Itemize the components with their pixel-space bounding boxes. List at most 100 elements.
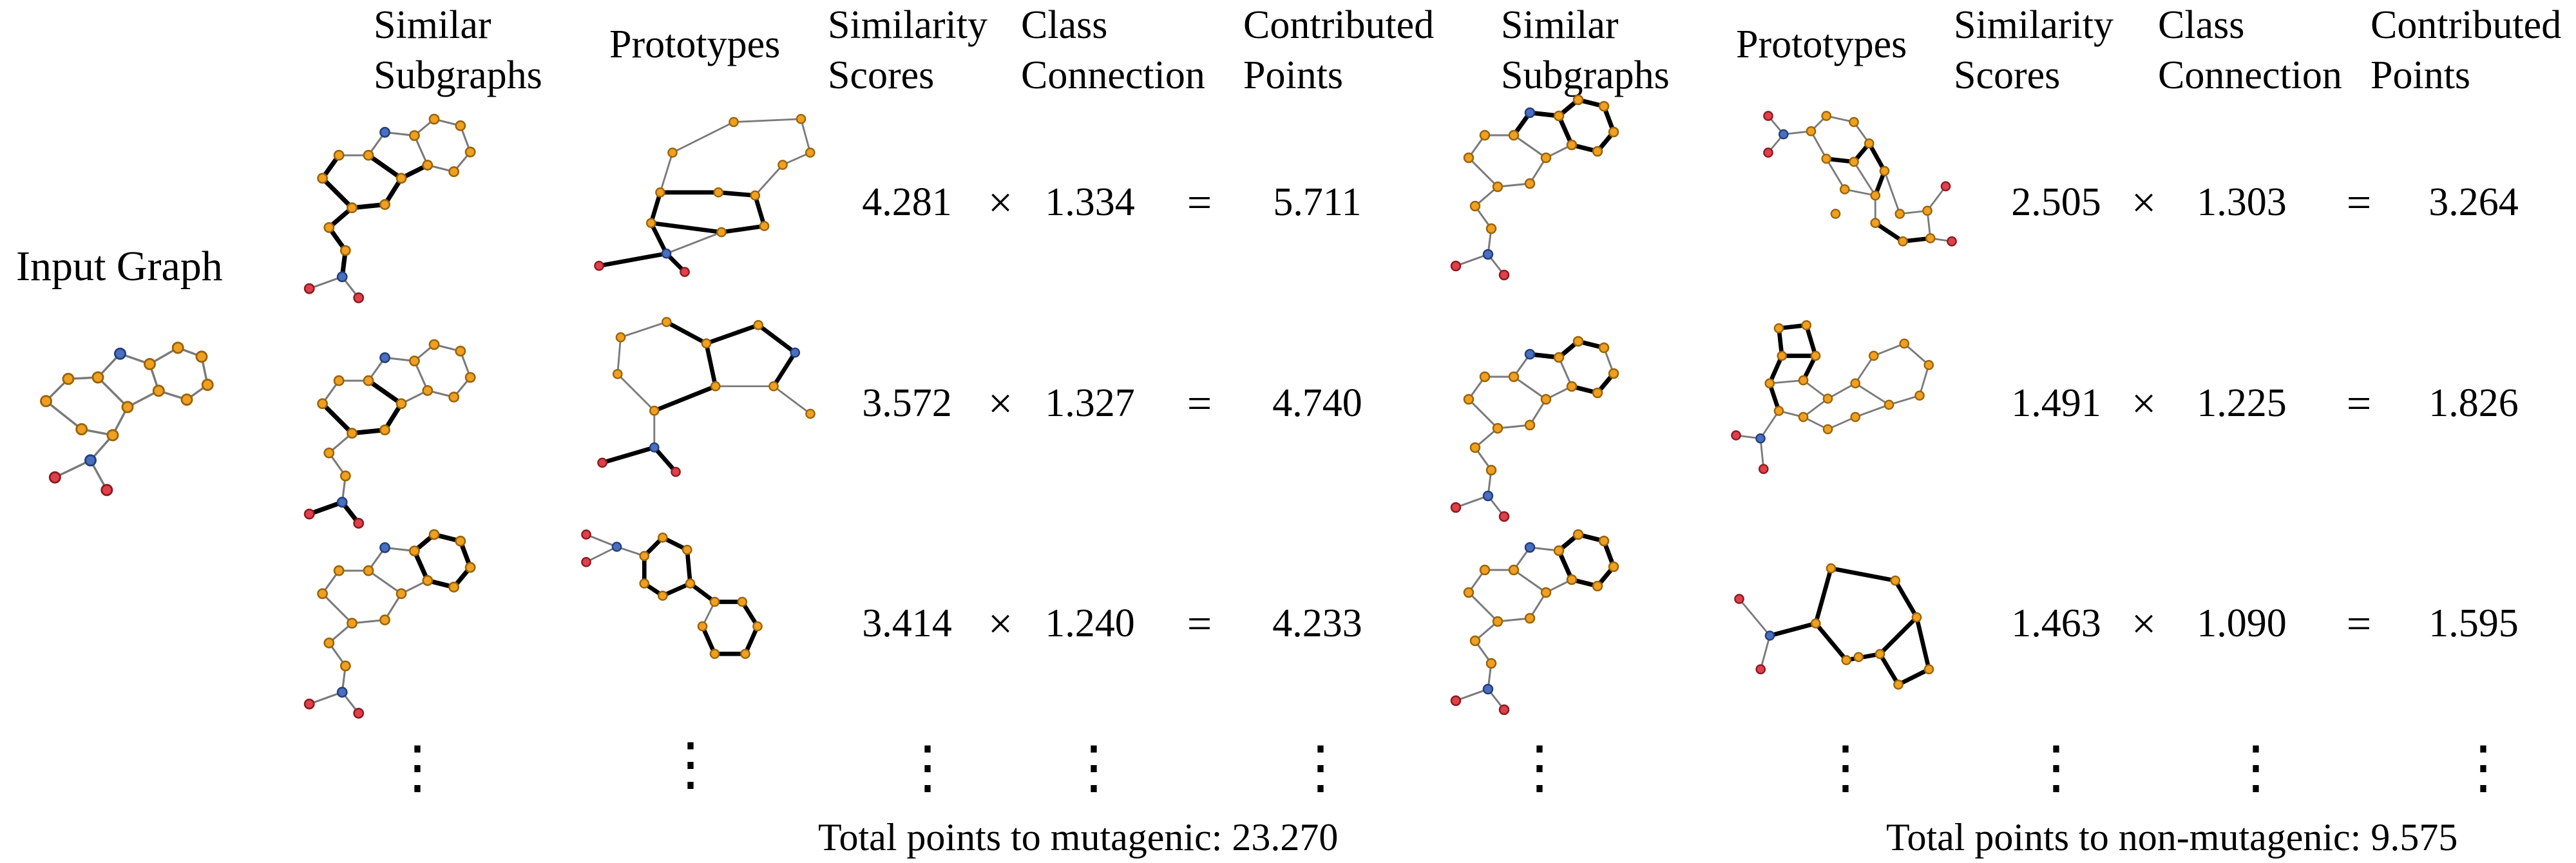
ellipsis-points-left: ⋮ — [1292, 736, 1350, 800]
highlighted-bond — [308, 500, 343, 517]
carbon-atom — [1598, 535, 1610, 547]
bond — [1497, 617, 1531, 623]
carbon-atom — [464, 562, 476, 573]
carbon-atom — [422, 384, 434, 396]
carbon-atom — [1592, 146, 1603, 157]
highlighted-bond — [1874, 221, 1904, 243]
carbon-atom — [639, 578, 650, 589]
header-left-similarity-scores: Similarity Scores — [828, 3, 987, 97]
carbon-atom — [1508, 564, 1520, 576]
carbon-atom — [796, 113, 806, 124]
equals-sign: = — [1187, 178, 1212, 227]
times-sign: × — [987, 379, 1013, 428]
highlighted-bond — [321, 176, 354, 210]
carbon-atom — [455, 345, 466, 357]
carbon-atom — [657, 532, 668, 543]
carbon-atom — [1566, 139, 1578, 151]
header-left-prototypes: Prototypes — [609, 23, 781, 66]
carbon-atom — [615, 332, 626, 343]
carbon-atom — [1592, 387, 1603, 399]
carbon-atom — [1608, 561, 1619, 573]
contributed-points: 3.264 — [2428, 180, 2519, 224]
carbon-atom — [709, 596, 720, 607]
total-non-mutagenic: Total points to non-mutagenic: 9.575 — [1886, 816, 2458, 858]
carbon-atom — [1773, 406, 1784, 416]
highlighted-bond — [602, 445, 655, 465]
oxygen-atom — [353, 292, 365, 303]
bond — [368, 569, 402, 595]
carbon-atom — [1826, 563, 1837, 574]
header-right-contributed-points: Contributed Points — [2371, 3, 2562, 97]
bond — [321, 593, 353, 624]
carbon-atom — [1485, 223, 1497, 234]
carbon-atom — [408, 545, 420, 556]
ellipsis-similarity-right: ⋮ — [2027, 736, 2085, 800]
carbon-atom — [710, 381, 721, 392]
carbon-atom — [347, 618, 358, 629]
bond — [309, 276, 343, 290]
bond — [659, 152, 674, 193]
highlighted-bond — [1814, 621, 1848, 662]
oxygen-atom — [1947, 236, 1957, 247]
carbon-atom — [1566, 574, 1578, 585]
carbon-atom — [347, 202, 358, 214]
carbon-atom — [1566, 381, 1578, 392]
oxygen-atom — [1734, 594, 1744, 604]
highlighted-bond — [651, 220, 722, 234]
carbon-atom — [1798, 412, 1809, 422]
equals-sign: = — [2346, 379, 2372, 428]
total-mutagenic: Total points to mutagenic: 23.270 — [818, 816, 1339, 858]
carbon-atom — [323, 637, 335, 649]
oxygen-atom — [1498, 269, 1510, 281]
carbon-atom — [1773, 323, 1784, 334]
carbon-atom — [1821, 153, 1832, 164]
highlighted-bond — [321, 402, 354, 435]
carbon-atom — [396, 173, 407, 184]
bond — [1467, 398, 1499, 430]
carbon-atom — [1798, 375, 1809, 386]
carbon-atom — [1870, 190, 1881, 201]
oxygen-atom — [671, 466, 681, 477]
carbon-atom — [805, 408, 816, 419]
carbon-atom — [1553, 545, 1565, 556]
carbon-atom — [1911, 612, 1922, 623]
carbon-atom — [657, 591, 668, 601]
carbon-atom — [1821, 111, 1832, 121]
carbon-atom — [448, 582, 460, 593]
oxygen-atom — [1731, 430, 1741, 441]
nitrogen-atom — [379, 542, 390, 553]
input-graph-molecule — [40, 341, 214, 497]
carbon-atom — [333, 565, 345, 576]
carbon-atom — [317, 173, 329, 184]
carbon-atom — [655, 187, 665, 198]
similar-subgraph-mutagenic-1 — [303, 113, 476, 303]
carbon-atom — [422, 574, 434, 586]
carbon-atom — [1540, 587, 1552, 598]
carbon-atom — [408, 356, 420, 366]
times-sign: × — [987, 599, 1013, 648]
oxygen-atom — [303, 283, 315, 294]
carbon-atom — [363, 375, 374, 386]
nitrogen-atom — [1524, 542, 1536, 553]
ellipsis-prototypes-left: ⋮ — [662, 733, 720, 797]
carbon-atom — [1479, 129, 1491, 141]
similarity-score: 3.414 — [862, 602, 952, 645]
header-right-similar-subgraphs: Similar Subgraphs — [1501, 3, 1670, 97]
carbon-atom — [1914, 390, 1925, 401]
equals-sign: = — [2346, 178, 2372, 227]
carbon-atom — [1777, 350, 1788, 361]
carbon-atom — [1524, 178, 1536, 189]
highlighted-bond — [689, 582, 716, 604]
nitrogen-atom — [1524, 348, 1536, 360]
bond — [1855, 404, 1889, 418]
carbon-atom — [1608, 126, 1619, 138]
bond — [733, 118, 801, 123]
carbon-atom — [1806, 126, 1817, 137]
highlighted-bond — [1867, 142, 1887, 173]
carbon-atom — [805, 147, 816, 158]
bond — [1853, 161, 1876, 196]
bond — [352, 619, 385, 625]
carbon-atom — [1485, 658, 1497, 669]
carbon-atom — [339, 470, 351, 482]
